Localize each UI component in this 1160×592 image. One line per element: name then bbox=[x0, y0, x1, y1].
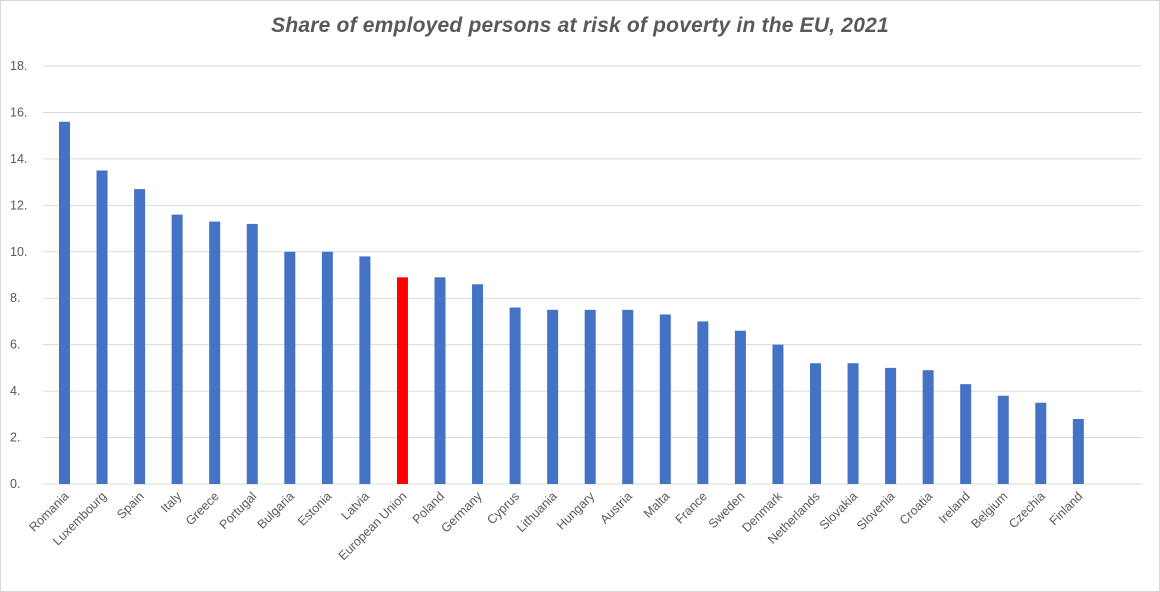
x-tick-label: Finland bbox=[1047, 489, 1086, 528]
bar-spain bbox=[134, 189, 146, 485]
y-tick-label: 2. bbox=[10, 431, 20, 445]
y-tick-label: 6. bbox=[10, 338, 20, 352]
y-tick-label: 18. bbox=[10, 59, 27, 73]
x-tick-label: Lithuania bbox=[514, 489, 560, 535]
x-tick-label: Belgium bbox=[969, 489, 1011, 531]
y-tick-label: 4. bbox=[10, 384, 20, 398]
x-tick-label: Portugal bbox=[217, 489, 260, 532]
bar-luxembourg bbox=[96, 170, 108, 484]
bar-croatia bbox=[922, 370, 934, 484]
bar-italy bbox=[171, 214, 183, 484]
bar-ireland bbox=[960, 384, 972, 484]
bar-slovenia bbox=[885, 367, 897, 484]
bar-finland bbox=[1072, 418, 1084, 484]
bar-lithuania bbox=[547, 309, 559, 484]
bar-belgium bbox=[997, 395, 1009, 484]
bar-latvia bbox=[359, 256, 371, 484]
x-tick-label: Ireland bbox=[936, 489, 973, 526]
y-tick-label: 12. bbox=[10, 198, 27, 212]
bar-netherlands bbox=[810, 363, 821, 484]
x-tick-label: Latvia bbox=[339, 489, 373, 523]
x-tick-label: France bbox=[673, 489, 710, 526]
chart-title: Share of employed persons at risk of pov… bbox=[271, 14, 889, 37]
bar-france bbox=[697, 321, 709, 484]
bar-estonia bbox=[321, 251, 333, 484]
x-tick-label: Germany bbox=[438, 489, 485, 536]
y-tick-label: 16. bbox=[10, 105, 27, 119]
x-tick-label: European Union bbox=[336, 489, 410, 563]
x-tick-label: Slovenia bbox=[854, 489, 898, 533]
bar-hungary bbox=[584, 309, 596, 484]
x-tick-label: Spain bbox=[114, 489, 147, 522]
y-axis-ticks: 0. 2. 4. 6. 8. 10. 12. 14. 16. 18. bbox=[10, 59, 27, 491]
bar-czechia bbox=[1035, 402, 1047, 484]
bar-malta bbox=[659, 314, 671, 484]
x-tick-label: Malta bbox=[641, 489, 673, 521]
x-tick-label: Croatia bbox=[897, 489, 935, 527]
bar-cyprus bbox=[509, 307, 521, 484]
bar-sweden bbox=[734, 330, 746, 484]
bar-germany bbox=[472, 284, 484, 484]
y-tick-label: 10. bbox=[10, 245, 27, 259]
x-tick-label: Hungary bbox=[554, 489, 598, 533]
y-tick-label: 14. bbox=[10, 152, 27, 166]
x-tick-label: Bulgaria bbox=[255, 489, 297, 531]
bar-greece bbox=[209, 221, 221, 485]
bar-european-union bbox=[396, 277, 408, 484]
y-tick-label: 0. bbox=[10, 477, 20, 491]
bars bbox=[59, 121, 1084, 485]
x-tick-label: Poland bbox=[410, 489, 447, 526]
x-tick-label: Estonia bbox=[295, 489, 334, 528]
bar-poland bbox=[434, 277, 446, 484]
x-tick-label: Italy bbox=[158, 489, 185, 516]
x-tick-label: Slovakia bbox=[817, 489, 860, 532]
bar-slovakia bbox=[847, 363, 859, 484]
bar-denmark bbox=[772, 344, 784, 484]
bar-austria bbox=[622, 309, 634, 484]
x-tick-label: Austria bbox=[597, 489, 634, 526]
x-tick-label: Czechia bbox=[1006, 489, 1048, 531]
bar-romania bbox=[59, 121, 70, 484]
y-tick-label: 8. bbox=[10, 291, 20, 305]
bar-portugal bbox=[246, 223, 258, 484]
bar-bulgaria bbox=[284, 251, 296, 484]
